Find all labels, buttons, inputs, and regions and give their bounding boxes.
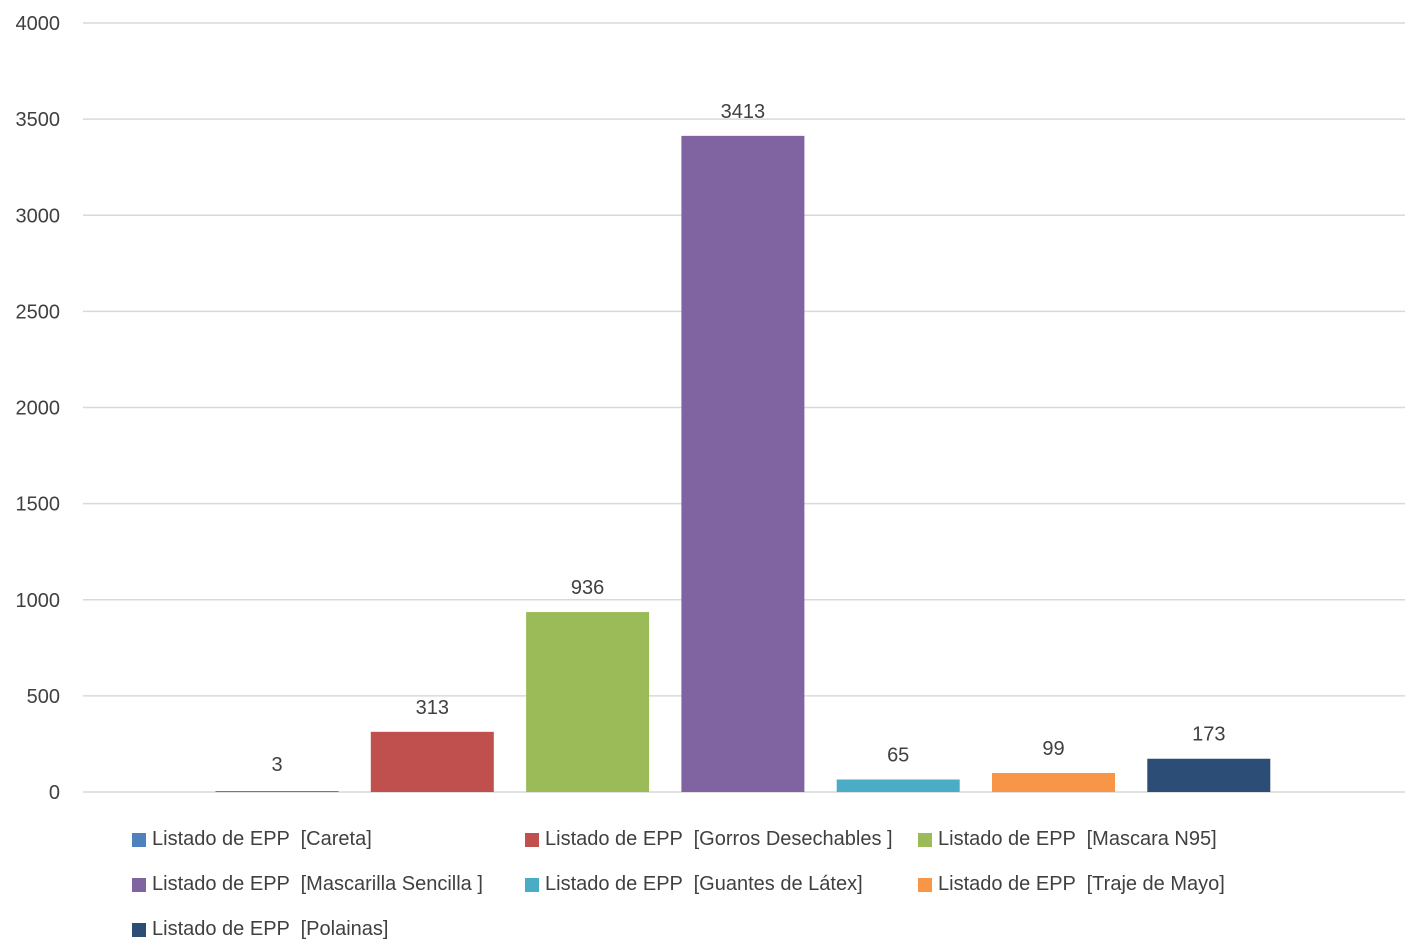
legend-label: Listado de EPP [Mascara N95] — [938, 828, 1217, 850]
legend-swatch — [132, 832, 146, 847]
legend-label: Listado de EPP [Gorros Desechables ] — [545, 828, 893, 850]
legend-swatch — [525, 877, 539, 892]
y-tick-label: 0 — [49, 782, 60, 804]
data-label: 3 — [271, 754, 282, 776]
data-label: 99 — [1042, 738, 1064, 760]
legend-item: Listado de EPP [Mascarilla Sencilla ] — [132, 873, 483, 896]
legend-label: Listado de EPP [Careta] — [152, 828, 372, 850]
data-label: 936 — [571, 577, 604, 599]
y-tick-label: 1000 — [16, 590, 61, 612]
bar — [992, 772, 1115, 792]
data-label: 3413 — [721, 101, 766, 123]
legend-label: Listado de EPP [Traje de Mayo] — [938, 873, 1225, 895]
legend-swatch — [918, 877, 932, 892]
bars — [215, 135, 1271, 792]
legend-swatch — [525, 832, 539, 847]
legend-item: Listado de EPP [Mascara N95] — [918, 828, 1217, 851]
bar — [836, 779, 960, 792]
legend-item: Listado de EPP [Gorros Desechables ] — [525, 828, 893, 851]
y-tick-label: 1500 — [16, 494, 61, 516]
bar — [370, 731, 494, 792]
bar — [681, 135, 805, 792]
legend-label: Listado de EPP [Polainas] — [152, 918, 389, 940]
legend-label: Listado de EPP [Guantes de Látex] — [545, 873, 863, 895]
legend-item: Listado de EPP [Guantes de Látex] — [525, 873, 863, 896]
legend-swatch — [918, 832, 932, 847]
legend-swatch — [132, 877, 146, 892]
data-label: 313 — [416, 697, 449, 719]
y-tick-label: 500 — [27, 686, 60, 708]
bar-chart: 0 500 1000 1500 2000 2500 3000 3500 4000 3 313 936… — [16, 13, 1405, 804]
y-tick-label: 4000 — [16, 13, 61, 35]
data-labels: 3 313 936 3413 65 99 173 — [271, 101, 1225, 776]
bar — [1147, 758, 1271, 792]
bar — [526, 612, 650, 792]
legend-label: Listado de EPP [Mascarilla Sencilla ] — [152, 873, 483, 895]
legend-item: Listado de EPP [Polainas] — [132, 918, 388, 941]
data-label: 173 — [1192, 724, 1225, 746]
y-tick-label: 2000 — [16, 398, 61, 420]
legend-swatch — [132, 922, 146, 937]
bar — [215, 791, 339, 792]
legend-item: Listado de EPP [Traje de Mayo] — [918, 873, 1225, 896]
y-tick-label: 2500 — [16, 301, 61, 323]
y-tick-label: 3500 — [16, 109, 61, 131]
y-tick-label: 3000 — [16, 205, 61, 227]
y-axis-tick-labels: 0 500 1000 1500 2000 2500 3000 3500 4000 — [16, 13, 61, 804]
legend-item: Listado de EPP [Careta] — [132, 828, 372, 851]
data-label: 65 — [887, 745, 909, 767]
